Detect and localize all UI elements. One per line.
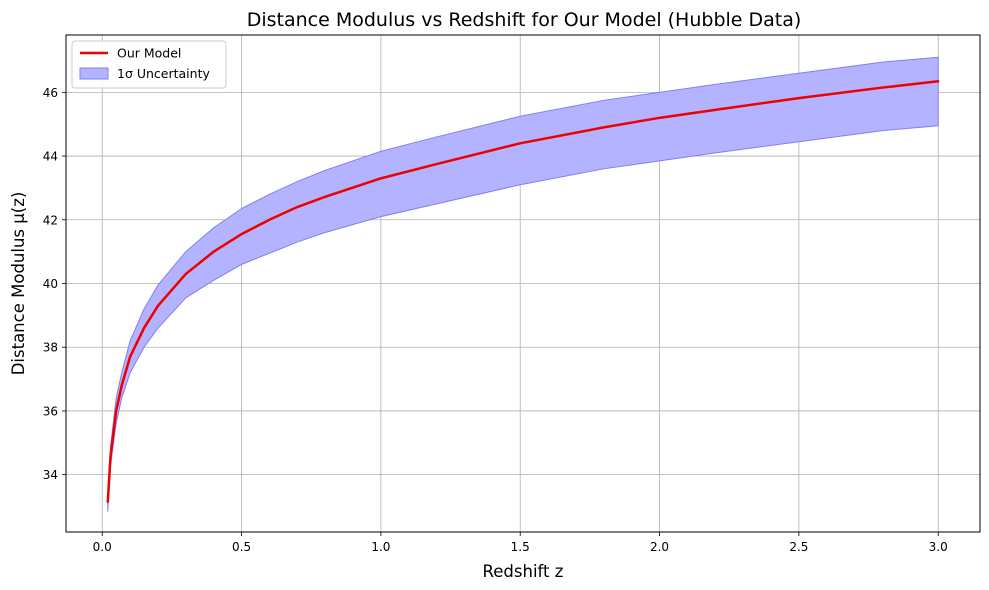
legend-label-uncertainty: 1σ Uncertainty: [117, 66, 210, 81]
x-tick-label: 1.0: [371, 540, 390, 554]
y-axis-label: Distance Modulus μ(z): [9, 192, 28, 376]
legend-box: [71, 40, 227, 89]
x-tick-label: 1.5: [511, 540, 530, 554]
y-tick-label: 40: [43, 277, 58, 291]
uncertainty-band-layer: [107, 56, 939, 512]
axis-ticks: 0.0 0.5 1.0 1.5 2.0 2.5 3.0 34 36 38 40 42 44 46: [43, 86, 948, 554]
x-tick-label: 3.0: [929, 540, 948, 554]
chart-title: Distance Modulus vs Redshift for Our Mod…: [247, 9, 802, 31]
x-tick-label: 2.5: [789, 540, 808, 554]
y-tick-label: 46: [43, 86, 58, 100]
legend-band-swatch: [79, 67, 109, 80]
model-line-layer: [106, 79, 940, 503]
uncertainty-band: [107, 56, 939, 512]
legend: Our Model 1σ Uncertainty: [71, 40, 227, 89]
x-axis-label: Redshift z: [483, 562, 564, 581]
y-tick-label: 38: [43, 341, 58, 355]
y-tick-label: 44: [43, 150, 58, 164]
legend-label-model: Our Model: [117, 46, 181, 61]
grid: [66, 35, 980, 532]
y-tick-label: 34: [43, 468, 58, 482]
y-tick-label: 42: [43, 213, 58, 227]
x-tick-label: 0.0: [93, 540, 112, 554]
model-line: [106, 79, 940, 503]
y-tick-label: 36: [43, 404, 58, 418]
x-tick-label: 0.5: [232, 540, 251, 554]
x-tick-label: 2.0: [650, 540, 669, 554]
